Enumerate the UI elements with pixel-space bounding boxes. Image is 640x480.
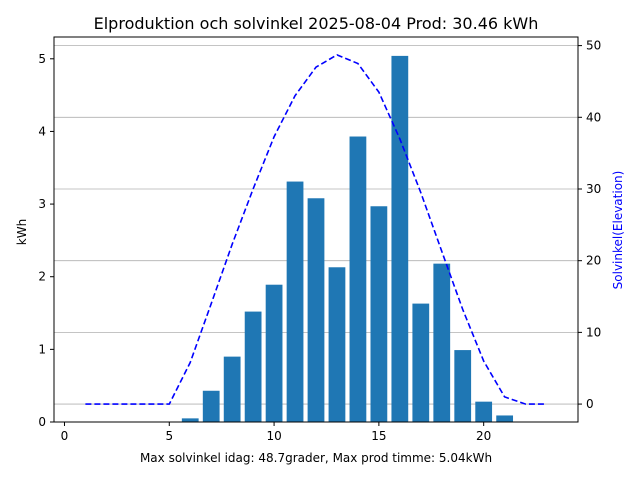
bar	[265, 284, 283, 422]
y-tick-label: 3	[38, 197, 46, 211]
bar	[181, 418, 199, 422]
series-line	[85, 54, 547, 405]
bar	[475, 401, 493, 422]
y2-axis-label: Solvinkel(Elevation)	[611, 171, 625, 290]
y-tick-label: 1	[38, 342, 46, 356]
bar	[223, 356, 241, 422]
y-axis-left: 0 1 2 3 4 5	[38, 52, 54, 429]
y2-tick-label: 30	[586, 182, 601, 196]
bar	[244, 311, 262, 422]
y-axis-label: kWh	[15, 219, 29, 245]
y2-tick-label: 20	[586, 254, 601, 268]
bar	[307, 198, 325, 422]
bar	[370, 206, 388, 422]
bar	[454, 350, 472, 422]
chart-title: Elproduktion och solvinkel 2025-08-04 Pr…	[94, 14, 539, 33]
y-tick-label: 5	[38, 52, 46, 66]
x-axis: 0 5 10 15 20	[61, 422, 491, 443]
x-tick-label: 20	[476, 429, 491, 443]
y-tick-label: 2	[38, 270, 46, 284]
y-tick-label: 0	[38, 415, 46, 429]
plot-frame	[53, 36, 579, 423]
bar	[286, 181, 304, 422]
bar	[349, 136, 367, 423]
x-tick-label: 0	[61, 429, 69, 443]
y2-tick-label: 10	[586, 325, 601, 339]
y2-tick-label: 0	[586, 397, 594, 411]
y-tick-label: 4	[38, 124, 46, 138]
x-axis-label: Max solvinkel idag: 48.7grader, Max prod…	[140, 451, 492, 465]
y2-tick-label: 40	[586, 110, 601, 124]
solar-elevation-series	[85, 54, 547, 405]
bar	[202, 390, 220, 422]
y-axis-right: 0 10 20 30 40 50	[578, 39, 601, 411]
bar	[328, 267, 346, 422]
x-tick-label: 10	[266, 429, 281, 443]
bar-series	[181, 55, 514, 423]
bar	[433, 263, 451, 422]
y2-tick-label: 50	[586, 39, 601, 53]
x-tick-label: 5	[165, 429, 173, 443]
bar	[412, 303, 430, 422]
x-tick-label: 15	[371, 429, 386, 443]
bar	[391, 55, 409, 423]
bar	[496, 415, 514, 422]
